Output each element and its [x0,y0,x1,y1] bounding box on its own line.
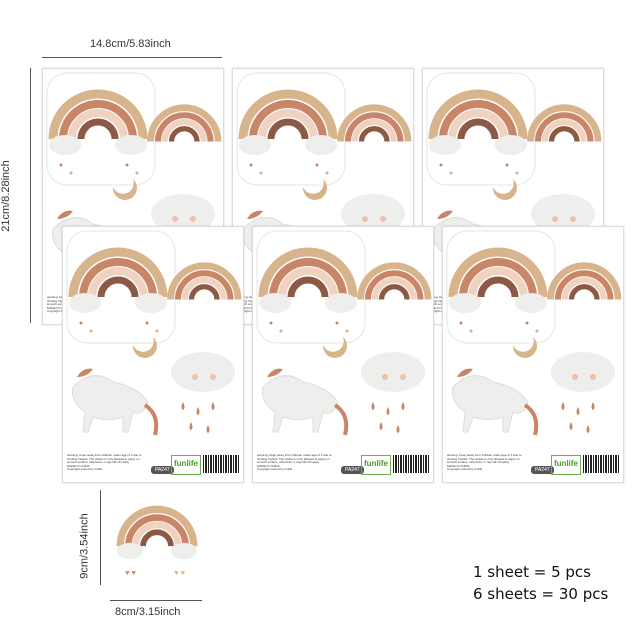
sticker-height-label: 9cm/3.54inch [78,513,91,579]
sheet-footer: warning: Keep away from children under a… [447,452,619,478]
product-code: PA247 [341,466,364,474]
sample-sticker: ♥ ♥ ♥ ♥ [112,488,202,588]
barcode [393,455,429,473]
barcode [203,455,239,473]
sheet-height-label: 21cm/8.28inch [0,160,12,232]
brand-logo: funlife [361,455,391,475]
per-sheet-count: 1 sheet = 5 pcs [473,563,591,581]
warning-text: warning: Keep away from children under a… [67,453,142,472]
height-dimension-line [30,68,31,323]
brand-logo: funlife [551,455,581,475]
rainbow-sticker-image: ♥ ♥ ♥ ♥ [112,488,202,577]
total-count: 6 sheets = 30 pcs [473,585,609,603]
product-code: PA247 [151,466,174,474]
barcode [583,455,619,473]
svg-text:♥ ♥: ♥ ♥ [125,568,136,577]
sticker-artwork [63,227,243,452]
sheet-footer: warning: Keep away from children under a… [67,452,239,478]
sticker-sheet: warning: Keep away from children under a… [62,226,244,483]
warning-text: warning: Keep away from children under a… [257,453,332,472]
sticker-width-label: 8cm/3.15inch [115,606,181,618]
brand-logo: funlife [171,455,201,475]
svg-text:♥ ♥: ♥ ♥ [174,568,185,577]
sticker-artwork [443,227,623,452]
sticker-width-line [110,600,202,601]
sticker-artwork [253,227,433,452]
sheet-footer: warning: Keep away from children under a… [257,452,429,478]
sticker-sheet: warning: Keep away from children under a… [252,226,434,483]
sticker-sheet: warning: Keep away from children under a… [442,226,624,483]
sticker-height-line [100,490,101,585]
width-dimension-line [42,57,222,58]
product-code: PA247 [531,466,554,474]
sheet-width-label: 14.8cm/5.83inch [90,38,171,50]
warning-text: warning: Keep away from children under a… [447,453,522,472]
